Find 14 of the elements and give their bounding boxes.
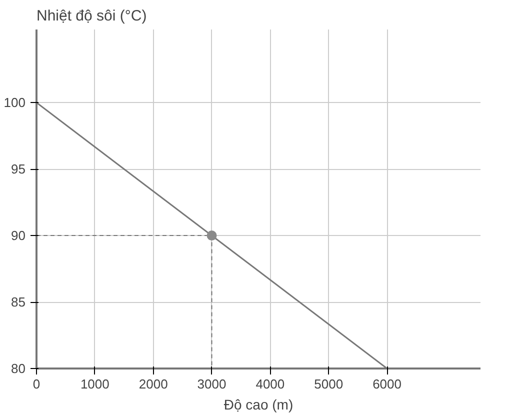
y-tick-label: 100 (4, 95, 26, 110)
x-tick-label: 0 (32, 376, 40, 392)
y-tick-label: 80 (11, 361, 26, 376)
x-tick-label: 4000 (256, 376, 285, 392)
y-tick-label: 95 (11, 162, 26, 177)
x-tick-label: 6000 (372, 376, 402, 392)
y-axis-title: Nhiệt độ sôi (°C) (36, 8, 147, 24)
x-tick-label: 3000 (197, 376, 226, 392)
y-tick-label: 90 (11, 228, 26, 244)
x-axis-title: Độ cao (m) (224, 396, 294, 412)
y-tick-label: 85 (11, 294, 26, 310)
x-tick-label: 5000 (314, 376, 344, 392)
x-tick-label: 1000 (80, 376, 110, 392)
x-tick-label: 2000 (138, 376, 168, 392)
